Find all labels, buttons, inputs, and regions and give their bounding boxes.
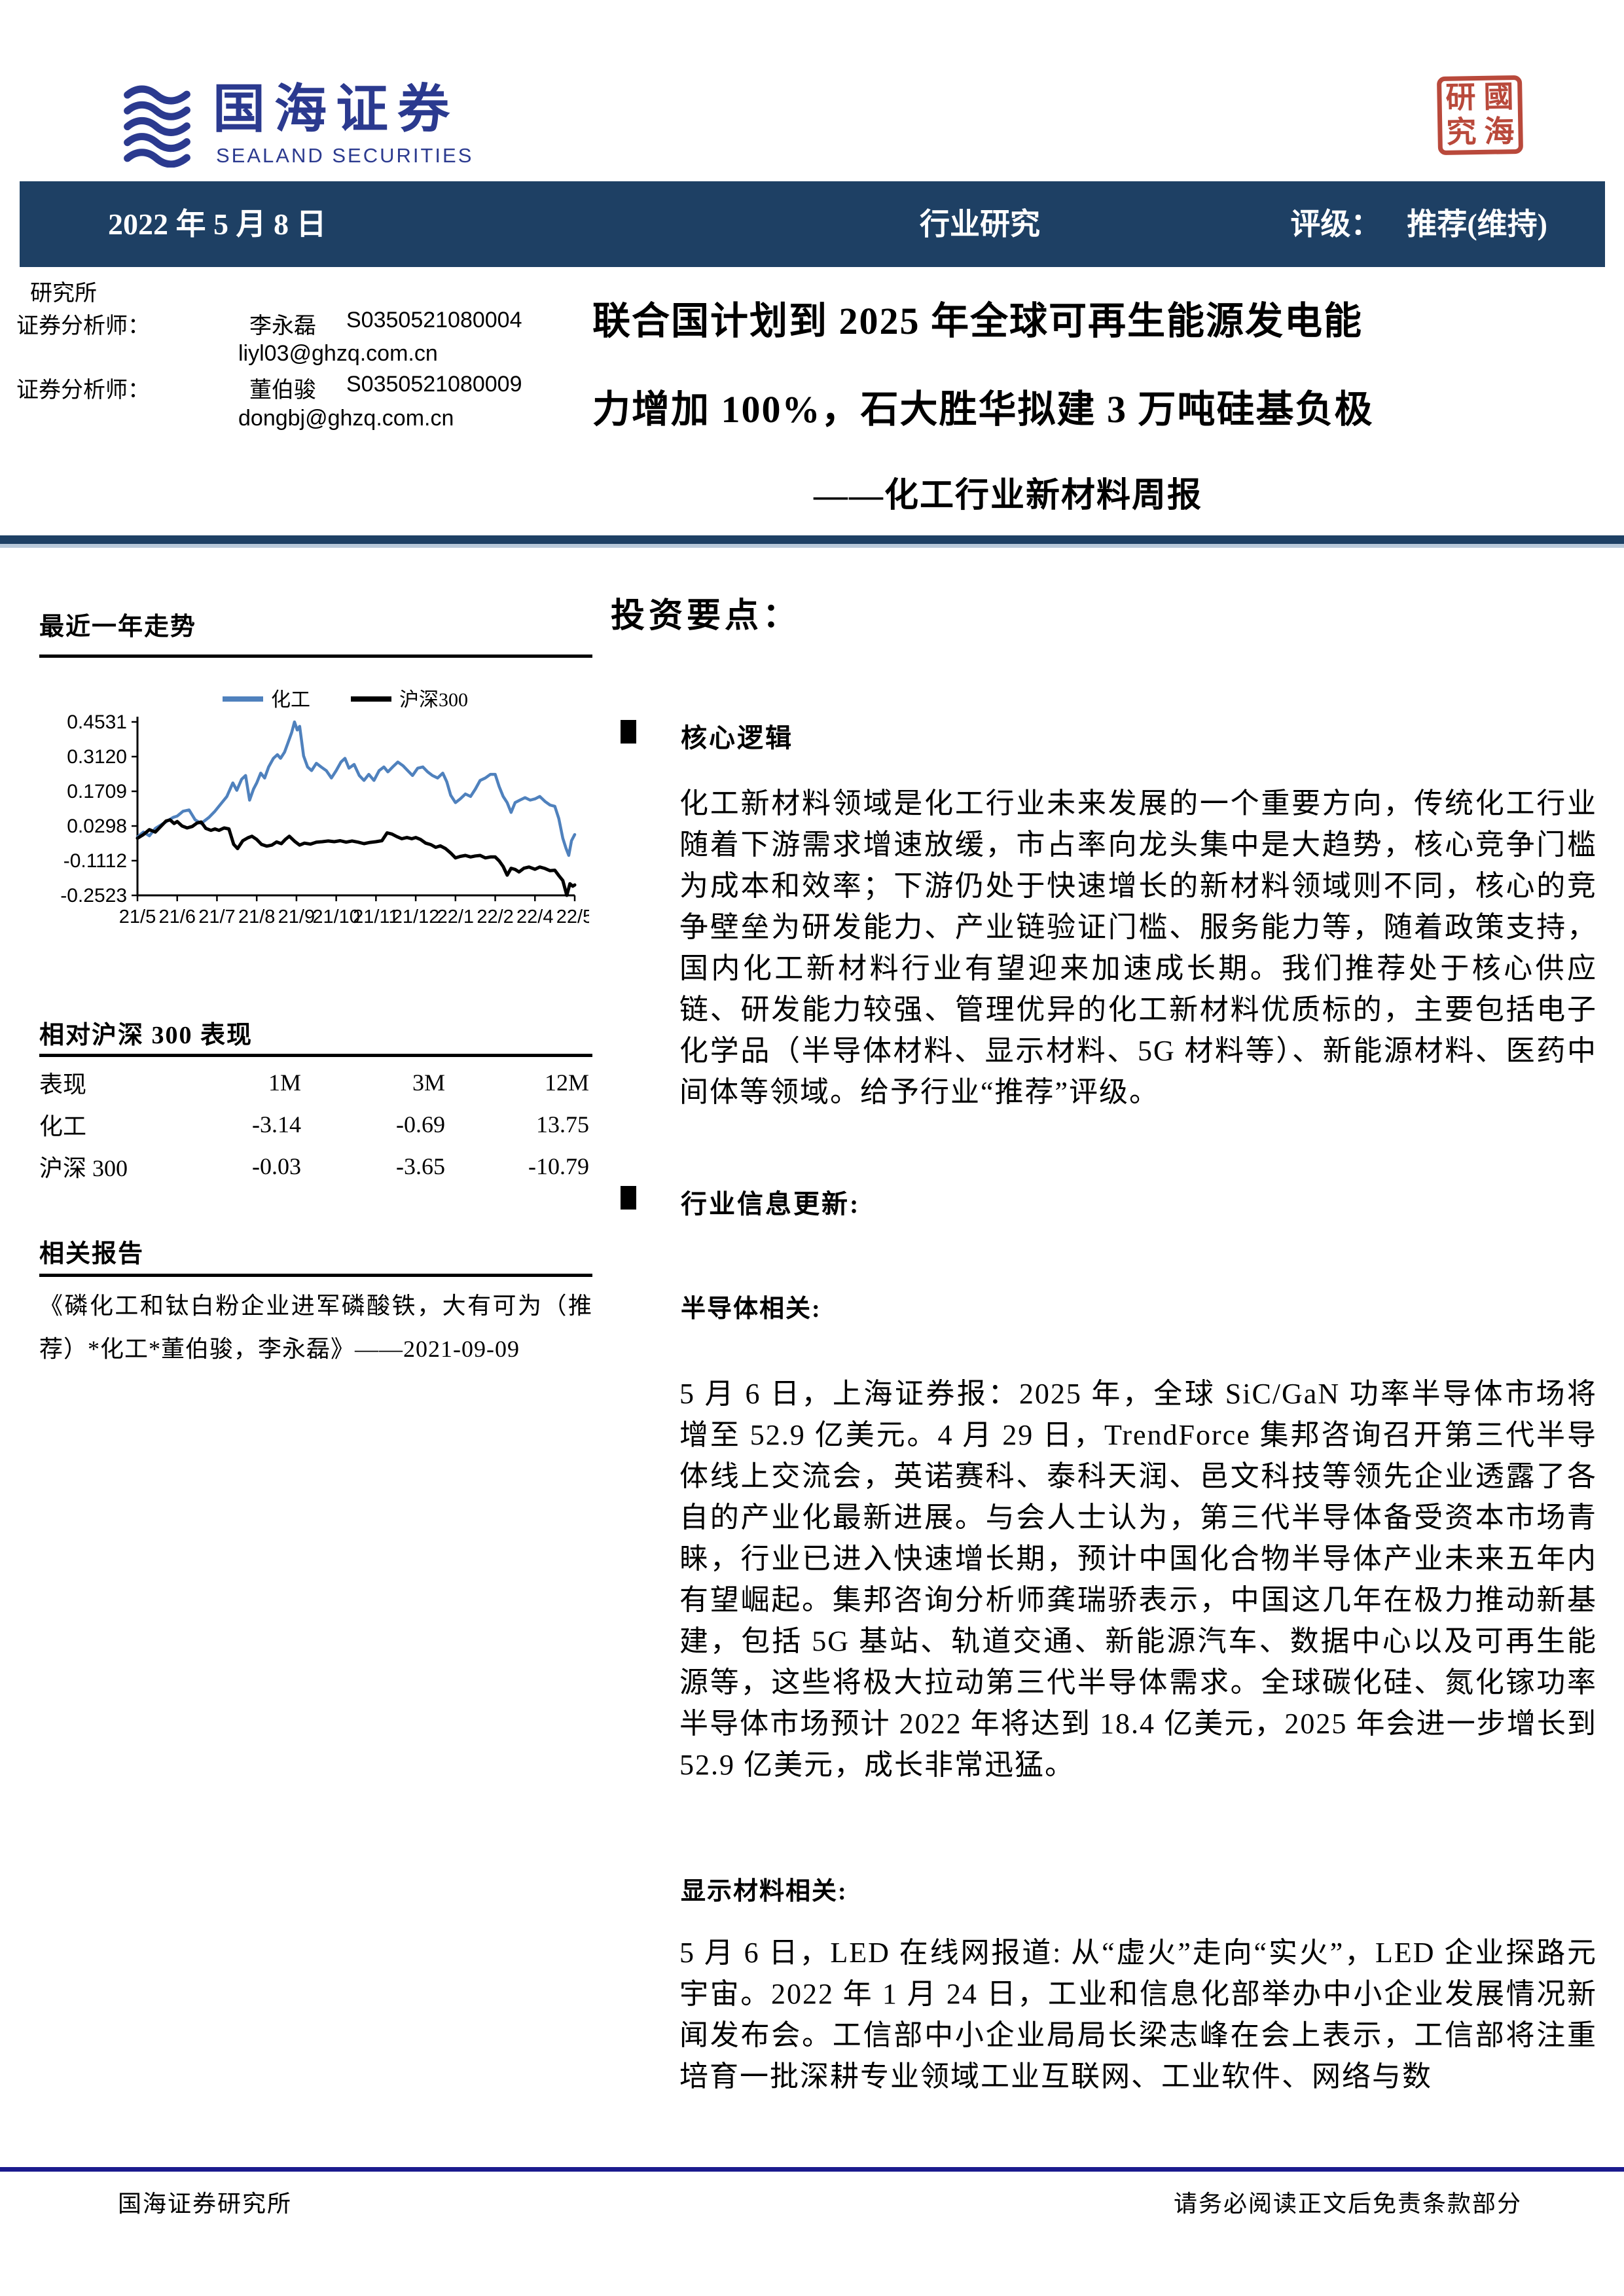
square-bullet-icon <box>621 1186 636 1210</box>
legend-label: 沪深300 <box>399 689 468 711</box>
value-cell: 1M <box>268 1069 301 1096</box>
semiconductor-subheading: 半导体相关: <box>681 1295 821 1323</box>
related-reports-heading: 相关报告 <box>39 1240 145 1268</box>
one-year-trend-chart: 0.45310.31200.17090.0298-0.1112-0.252321… <box>60 689 589 927</box>
core-logic-heading: 核心逻辑 <box>681 723 793 753</box>
logo-company-name-en: SEALAND SECURITIES <box>216 144 474 167</box>
analyst-cert-id: S0350521080004 <box>346 308 522 332</box>
trend-section-heading: 最近一年走势 <box>39 613 197 641</box>
analyst-role: 证券分析师： <box>16 378 150 403</box>
y-tick-label: 0.3120 <box>67 746 127 768</box>
header-bar: 2022 年 5 月 8 日 行业研究 评级： 推荐(维持) <box>20 181 1605 267</box>
heading-rule <box>39 1054 592 1057</box>
y-tick-label: -0.1112 <box>63 850 127 872</box>
wave-icon <box>124 85 190 168</box>
value-cell: 13.75 <box>536 1111 589 1138</box>
row-label-cell: 表现 <box>39 1071 87 1098</box>
series-line-沪深300 <box>135 818 577 897</box>
rating: 评级： 推荐(维持) <box>1290 181 1547 267</box>
value-cell: -0.69 <box>396 1111 445 1138</box>
table-row: 化工 -3.14 -0.69 13.75 <box>39 1103 592 1145</box>
value-cell: 12M <box>544 1069 589 1096</box>
row-label-cell: 化工 <box>39 1113 87 1139</box>
value-cell: -3.14 <box>252 1111 301 1138</box>
x-tick-label: 21/6 <box>159 906 196 927</box>
x-tick-label: 21/5 <box>119 906 156 927</box>
rating-value: 推荐(维持) <box>1407 207 1547 241</box>
report-category: 行业研究 <box>920 207 1040 241</box>
x-tick-label: 21/9 <box>278 906 315 927</box>
report-title-line1: 联合国计划到 2025 年全球可再生能源发电能 <box>592 300 1363 342</box>
report-subtitle: ——化工行业新材料周报 <box>814 477 1203 514</box>
seal-char: 究 <box>1446 115 1477 149</box>
performance-section-heading: 相对沪深 300 表现 <box>39 1022 253 1049</box>
x-tick-label: 21/11 <box>353 906 399 927</box>
section-divider-bar <box>0 535 1624 544</box>
x-tick-label: 22/4 <box>516 906 553 927</box>
analyst-name: 李永磊 <box>249 314 316 338</box>
x-tick-label: 21/12 <box>392 906 440 927</box>
value-cell: -3.65 <box>396 1153 445 1179</box>
y-tick-label: -0.2523 <box>60 885 127 906</box>
research-office-label: 研究所 <box>30 281 97 306</box>
display-materials-subheading: 显示材料相关: <box>681 1878 848 1905</box>
value-cell: 3M <box>412 1069 445 1096</box>
x-tick-label: 22/2 <box>477 906 513 927</box>
series-line-化工 <box>135 720 577 857</box>
table-row: 沪深 300 -0.03 -3.65 -10.79 <box>39 1145 592 1187</box>
x-tick-label: 21/10 <box>312 906 360 927</box>
performance-table: 表现 1M 3M 12M 化工 -3.14 -0.69 13.75 沪深 300 -0.03 -3.… <box>39 1062 592 1187</box>
logo-company-name: 国海证券 <box>213 81 459 139</box>
value-cell: -0.03 <box>252 1153 301 1179</box>
table-header-row: 表现 1M 3M 12M <box>39 1062 592 1103</box>
legend-label: 化工 <box>271 689 310 711</box>
x-tick-label: 22/1 <box>437 906 474 927</box>
related-report-item: 《磷化工和钛白粉企业进军磷酸铁，大有可为（推荐）*化工*董伯骏，李永磊》——20… <box>39 1293 592 1362</box>
square-bullet-icon <box>621 720 636 744</box>
semiconductor-paragraph: 5 月 6 日，上海证券报：2025 年，全球 SiC/GaN 功率半导体市场将… <box>679 1378 1597 1781</box>
sealand-logo-icon <box>121 85 193 168</box>
analyst-name: 董伯骏 <box>249 378 316 403</box>
heading-rule <box>39 1274 592 1277</box>
footer-left: 国海证券研究所 <box>118 2191 293 2217</box>
x-tick-label: 22/5 <box>556 906 589 927</box>
research-seal: 研 國 究 海 <box>1436 75 1524 156</box>
analyst-email: liyl03@ghzq.com.cn <box>238 341 438 366</box>
rating-label: 评级： <box>1290 207 1381 241</box>
report-title-line2: 力增加 100%，石大胜华拟建 3 万吨硅基负极 <box>592 388 1374 431</box>
analyst-email: dongbj@ghzq.com.cn <box>238 406 454 431</box>
section-divider-light <box>0 544 1624 548</box>
display-materials-paragraph: 5 月 6 日，LED 在线网报道: 从“虚火”走向“实火”，LED 企业探路元… <box>679 1937 1597 2092</box>
x-tick-label: 21/7 <box>198 906 235 927</box>
seal-char: 國 <box>1483 80 1514 114</box>
analyst-role: 证券分析师： <box>16 314 150 338</box>
seal-char: 研 <box>1445 81 1476 115</box>
footer-right: 请务必阅读正文后免责条款部分 <box>1173 2191 1522 2217</box>
heading-rule <box>39 655 592 658</box>
seal-char: 海 <box>1483 115 1515 149</box>
y-tick-label: 0.4531 <box>67 711 127 733</box>
value-cell: -10.79 <box>528 1153 589 1179</box>
core-logic-paragraph: 化工新材料领域是化工行业未来发展的一个重要方向，传统化工行业随着下游需求增速放缓… <box>679 787 1597 1108</box>
key-points-title: 投资要点： <box>611 598 801 635</box>
row-label-cell: 沪深 300 <box>39 1155 128 1181</box>
industry-update-heading: 行业信息更新: <box>681 1189 861 1219</box>
analyst-cert-id: S0350521080009 <box>346 372 522 397</box>
report-date: 2022 年 5 月 8 日 <box>108 207 327 241</box>
footer-rule <box>0 2167 1624 2172</box>
y-tick-label: 0.1709 <box>67 781 127 802</box>
y-tick-label: 0.0298 <box>67 816 127 837</box>
x-tick-label: 21/8 <box>238 906 275 927</box>
